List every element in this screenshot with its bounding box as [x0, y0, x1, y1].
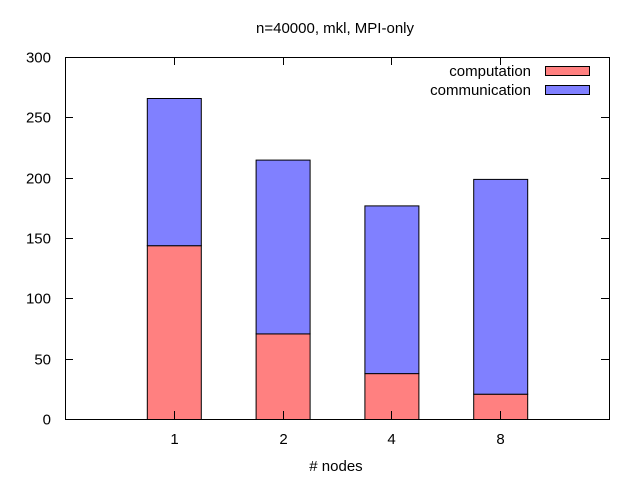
- bar-computation-1: [146, 245, 202, 420]
- x-tick-label-2: 2: [279, 431, 287, 448]
- bar-communication-4: [364, 205, 420, 375]
- bar-communication-1: [146, 98, 202, 247]
- x-tick-label-1: 1: [170, 431, 178, 448]
- y-tick-label-200: 200: [26, 171, 51, 188]
- y-tick-label-100: 100: [26, 291, 51, 308]
- y-tick-label-50: 50: [34, 352, 51, 369]
- legend-label-communication: communication: [430, 82, 531, 99]
- bar-computation-2: [255, 333, 311, 420]
- y-tick-label-0: 0: [43, 412, 51, 429]
- x-tick-label-4: 4: [387, 431, 395, 448]
- x-tick-label-8: 8: [496, 431, 504, 448]
- y-tick-label-300: 300: [26, 50, 51, 67]
- legend-label-computation: computation: [449, 63, 531, 80]
- x-axis-label: # nodes: [309, 458, 362, 475]
- y-tick-label-250: 250: [26, 110, 51, 127]
- bar-communication-8: [473, 178, 529, 395]
- bar-communication-2: [255, 159, 311, 335]
- y-tick-label-150: 150: [26, 231, 51, 248]
- legend-swatch-computation: [545, 66, 590, 76]
- chart-title: n=40000, mkl, MPI-only: [256, 20, 414, 37]
- legend-swatch-communication: [545, 85, 590, 95]
